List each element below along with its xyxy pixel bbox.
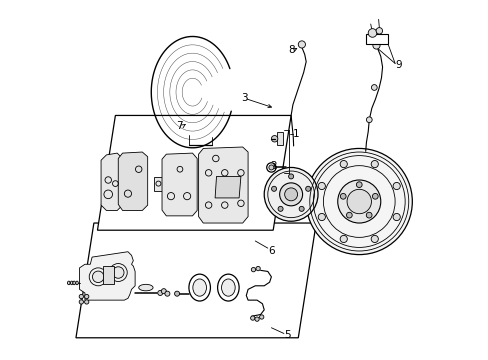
Circle shape (372, 42, 379, 49)
Text: 1: 1 (292, 130, 299, 139)
Circle shape (370, 235, 378, 243)
Circle shape (340, 161, 346, 168)
Circle shape (372, 193, 377, 199)
Polygon shape (215, 176, 241, 198)
Circle shape (278, 206, 283, 211)
Polygon shape (76, 223, 316, 338)
Polygon shape (97, 116, 290, 230)
Circle shape (79, 300, 83, 304)
Circle shape (164, 291, 169, 296)
Text: 4: 4 (351, 183, 358, 193)
Circle shape (92, 271, 104, 283)
Bar (154, 177, 163, 191)
Polygon shape (118, 152, 147, 211)
Ellipse shape (221, 279, 235, 296)
Circle shape (112, 267, 124, 278)
Circle shape (305, 186, 310, 191)
Text: 6: 6 (268, 246, 275, 256)
Circle shape (346, 212, 351, 218)
Circle shape (271, 186, 276, 191)
Circle shape (392, 183, 400, 190)
Circle shape (375, 28, 382, 34)
Circle shape (251, 267, 255, 272)
Circle shape (174, 291, 179, 296)
Ellipse shape (67, 281, 70, 285)
Text: 3: 3 (241, 93, 247, 103)
Circle shape (356, 182, 362, 188)
Circle shape (318, 183, 325, 190)
Circle shape (158, 291, 163, 296)
Circle shape (288, 174, 293, 179)
Bar (276, 132, 282, 145)
Polygon shape (101, 153, 122, 211)
Circle shape (370, 161, 378, 168)
Text: 9: 9 (395, 59, 402, 69)
Circle shape (250, 316, 254, 320)
Bar (366, 34, 387, 44)
Circle shape (392, 213, 400, 221)
Circle shape (271, 135, 277, 142)
Circle shape (305, 148, 411, 255)
Ellipse shape (70, 281, 73, 285)
Circle shape (367, 29, 376, 37)
Circle shape (284, 188, 297, 201)
Ellipse shape (139, 284, 153, 291)
Circle shape (371, 85, 376, 90)
Circle shape (268, 165, 273, 170)
Circle shape (255, 266, 260, 271)
Polygon shape (80, 252, 135, 300)
Circle shape (264, 167, 317, 221)
Circle shape (366, 212, 371, 218)
Circle shape (337, 180, 380, 223)
Circle shape (254, 317, 259, 321)
Text: 8: 8 (288, 45, 295, 55)
Text: 5: 5 (284, 330, 291, 340)
Bar (102, 266, 113, 284)
Circle shape (340, 235, 346, 243)
Circle shape (298, 41, 305, 48)
Text: 2: 2 (270, 161, 276, 171)
Circle shape (259, 315, 264, 319)
Circle shape (346, 189, 371, 214)
Polygon shape (162, 153, 197, 216)
Text: 7: 7 (176, 121, 183, 131)
Circle shape (366, 117, 371, 123)
Circle shape (84, 300, 89, 304)
Ellipse shape (76, 281, 78, 285)
Circle shape (340, 193, 346, 199)
Polygon shape (198, 147, 247, 223)
Circle shape (279, 183, 302, 206)
Ellipse shape (192, 279, 206, 296)
Circle shape (79, 294, 83, 299)
Circle shape (318, 213, 325, 221)
Circle shape (299, 206, 304, 211)
Circle shape (84, 294, 89, 299)
Circle shape (161, 289, 166, 294)
Ellipse shape (73, 281, 75, 285)
Text: 10: 10 (368, 35, 381, 44)
